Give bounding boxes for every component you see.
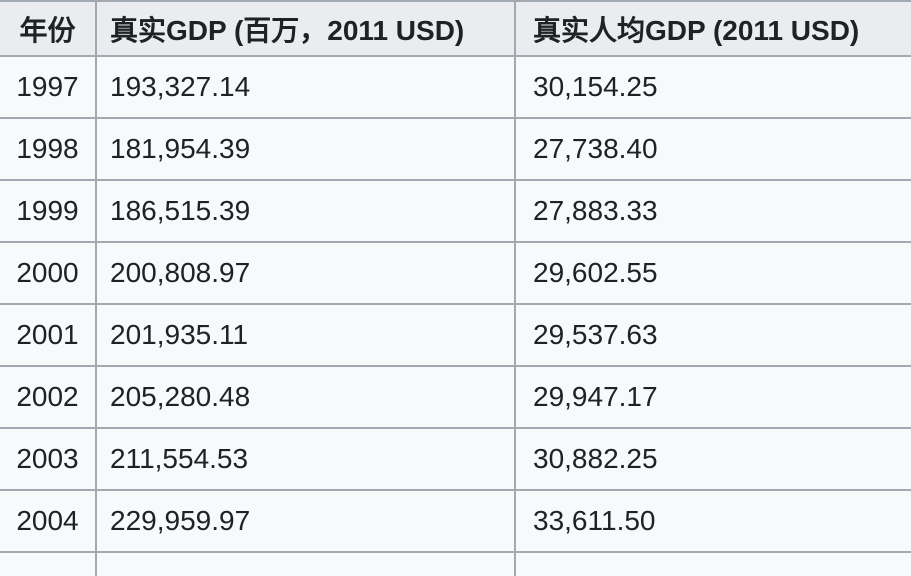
- real-gdp-per-capita-cell: 27,738.40: [514, 117, 911, 181]
- real-gdp-cell: 205,280.48: [95, 365, 516, 429]
- real-gdp-cell: 229,959.97: [95, 489, 516, 553]
- real-gdp-per-capita-cell: 29,602.55: [514, 241, 911, 305]
- table-row: 2003 211,554.53 30,882.25: [0, 427, 911, 491]
- real-gdp-cell: 201,935.11: [95, 303, 516, 367]
- real-gdp-per-capita-cell: 27,883.33: [514, 179, 911, 243]
- real-gdp-cell: 181,954.39: [95, 117, 516, 181]
- table-row: 2004 229,959.97 33,611.50: [0, 489, 911, 553]
- real-gdp-per-capita-cell: 30,154.25: [514, 55, 911, 119]
- table-body: 1997 193,327.14 30,154.25 1998 181,954.39 27,…: [0, 55, 911, 576]
- table-row: 2001 201,935.11 29,537.63: [0, 303, 911, 367]
- real-gdp-cell: 200,808.97: [95, 241, 516, 305]
- table-row: 2000 200,808.97 29,602.55: [0, 241, 911, 305]
- year-cell: [0, 551, 97, 576]
- real-gdp-cell: 186,515.39: [95, 179, 516, 243]
- col-header-year: 年份: [0, 0, 97, 57]
- col-header-real-gdp-per-capita: 真实人均GDP (2011 USD): [514, 0, 911, 57]
- table-row: 1997 193,327.14 30,154.25: [0, 55, 911, 119]
- table-row: 1999 186,515.39 27,883.33: [0, 179, 911, 243]
- year-cell: 2001: [0, 303, 97, 367]
- real-gdp-per-capita-cell: [514, 551, 911, 576]
- year-cell: 2004: [0, 489, 97, 553]
- real-gdp-per-capita-cell: 30,882.25: [514, 427, 911, 491]
- table-row: 1998 181,954.39 27,738.40: [0, 117, 911, 181]
- year-cell: 2003: [0, 427, 97, 491]
- year-cell: 1998: [0, 117, 97, 181]
- real-gdp-per-capita-cell: 29,947.17: [514, 365, 911, 429]
- col-header-real-gdp: 真实GDP (百万，2011 USD): [95, 0, 516, 57]
- year-cell: 1997: [0, 55, 97, 119]
- real-gdp-per-capita-cell: 29,537.63: [514, 303, 911, 367]
- real-gdp-per-capita-cell: 33,611.50: [514, 489, 911, 553]
- real-gdp-cell: 211,554.53: [95, 427, 516, 491]
- table-row: 2002 205,280.48 29,947.17: [0, 365, 911, 429]
- year-cell: 2002: [0, 365, 97, 429]
- real-gdp-cell: [95, 551, 516, 576]
- table-row-partial: [0, 551, 911, 576]
- real-gdp-cell: 193,327.14: [95, 55, 516, 119]
- year-cell: 1999: [0, 179, 97, 243]
- year-cell: 2000: [0, 241, 97, 305]
- header-row: 年份 真实GDP (百万，2011 USD) 真实人均GDP (2011 USD…: [0, 0, 911, 57]
